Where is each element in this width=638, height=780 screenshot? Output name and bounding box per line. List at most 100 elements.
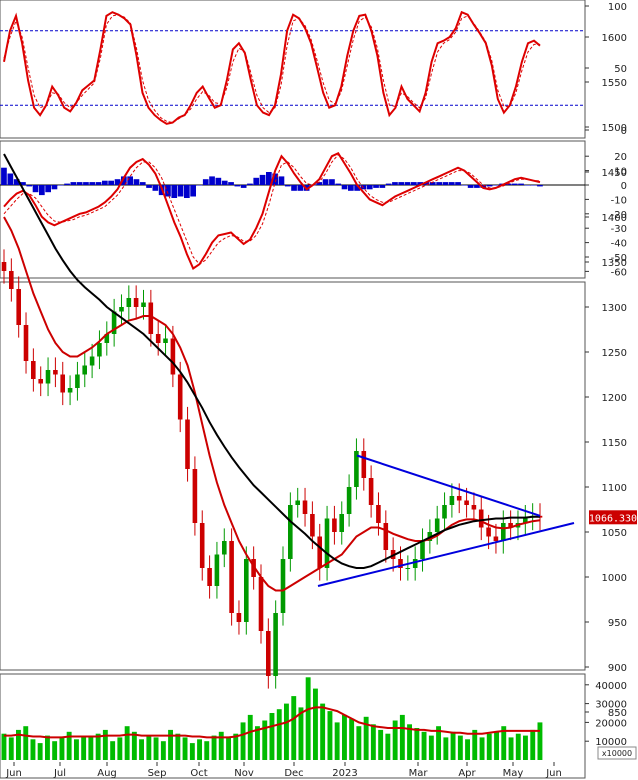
price-candle-body <box>126 298 132 307</box>
price-candle-body <box>471 505 477 510</box>
macd-histogram-bar <box>278 176 285 185</box>
price-candle-body <box>155 334 161 343</box>
y-tick-label: 1300 <box>602 303 627 314</box>
macd-histogram-bar <box>253 177 260 185</box>
volume-bar <box>218 731 224 760</box>
price-candle-body <box>244 559 249 622</box>
macd-histogram-bar <box>354 185 360 191</box>
macd-histogram-bar <box>64 183 70 185</box>
volume-bar <box>153 737 159 760</box>
volume-bar <box>102 729 108 760</box>
volume-bar <box>465 739 470 760</box>
macd-line <box>3 152 541 271</box>
macd-histogram-bar <box>524 185 531 186</box>
volume-bar <box>407 724 412 760</box>
x-tick-label: Mar <box>409 768 429 779</box>
price-candle-body <box>222 541 227 555</box>
price-candle-body <box>346 487 352 514</box>
volume-bar <box>16 729 21 760</box>
price-candle-body <box>53 370 58 375</box>
price-candle-body <box>192 469 198 523</box>
price-ma-long-line <box>3 153 540 569</box>
price-candle-body <box>45 370 51 384</box>
volume-bar <box>182 737 188 760</box>
volume-bar <box>23 726 29 760</box>
y-tick-label: 40000 <box>595 681 627 692</box>
price-candle-body <box>9 271 14 289</box>
price-candle-body <box>273 613 278 676</box>
price-candle-body <box>361 451 367 478</box>
macd-histogram-bar <box>442 182 449 185</box>
macd-histogram-bar <box>221 180 228 185</box>
price-candle-body <box>412 559 418 568</box>
price-candle-body <box>31 361 36 379</box>
macd-signal-line <box>3 154 540 265</box>
x-tick-label: Oct <box>190 768 207 779</box>
volume-bar <box>175 733 181 760</box>
macd-histogram-bar <box>461 185 468 186</box>
volume-bar <box>457 735 463 760</box>
price-candle-body <box>464 500 469 505</box>
price-candle-body <box>398 559 403 568</box>
price-candle-body <box>119 307 124 312</box>
macd-histogram-bar <box>411 182 417 185</box>
macd-histogram-bar <box>177 185 184 197</box>
macd-histogram-bar <box>379 185 386 188</box>
volume-bar <box>443 737 449 760</box>
macd-histogram-bar <box>385 183 392 185</box>
volume-bar <box>95 733 101 760</box>
volume-bar <box>450 731 456 760</box>
x-tick-label: Jun <box>5 768 22 779</box>
y-tick-label: 1250 <box>602 348 627 359</box>
y-tick-label: 10000 <box>595 737 627 748</box>
volume-bar <box>320 703 326 760</box>
x-tick-label: May <box>503 768 524 779</box>
macd-histogram-bar <box>247 183 253 185</box>
price-candle-body <box>97 343 102 357</box>
chart-panels <box>0 0 586 779</box>
macd-histogram-bar <box>259 174 266 185</box>
y-tick-label: 950 <box>608 618 627 629</box>
y-tick-label: 0 <box>621 126 627 137</box>
macd-histogram-bar <box>297 185 304 191</box>
y-tick-label: 1550 <box>602 78 627 89</box>
volume-bar <box>342 714 347 760</box>
y-tick-label: 1500 <box>602 123 627 134</box>
volume-bar <box>146 735 152 760</box>
y-tick-label: 1200 <box>602 393 627 404</box>
chart-axes: 10050020100-10-20-30-40-50-6016001550150… <box>5 2 637 779</box>
y-tick-label: 1450 <box>602 168 627 179</box>
chart-marks <box>0 10 585 760</box>
price-candle-body <box>332 518 337 532</box>
macd-histogram-bar <box>486 185 493 187</box>
price-candle-body <box>280 559 286 613</box>
y-tick-label: 1050 <box>602 528 627 539</box>
volume-bar <box>37 743 43 760</box>
volume-bar <box>45 735 50 760</box>
macd-histogram-bar <box>95 182 102 185</box>
macd-histogram-bar <box>272 173 278 185</box>
volume-bar <box>139 739 144 760</box>
macd-histogram-bar <box>329 179 335 185</box>
volume-bar <box>269 713 275 760</box>
volume-bar <box>74 739 79 760</box>
macd-histogram-bar <box>423 182 430 185</box>
macd-histogram-bar <box>26 185 33 187</box>
price-candle-body <box>383 523 389 550</box>
macd-histogram-bar <box>190 185 196 197</box>
volume-bar <box>30 739 36 760</box>
volume-unit-label: x10000 <box>602 749 632 758</box>
y-tick-label: 850 <box>608 708 627 719</box>
volume-bar <box>515 733 521 760</box>
volume-bar <box>189 743 195 760</box>
price-candle-body <box>251 559 256 577</box>
macd-histogram-bar <box>20 182 26 185</box>
macd-histogram-bar <box>348 185 354 191</box>
volume-bar <box>110 741 116 760</box>
price-candle-body <box>258 577 264 631</box>
macd-histogram-bar <box>39 185 45 196</box>
macd-histogram-bar <box>89 182 96 185</box>
macd-histogram-bar <box>165 185 171 197</box>
price-candle-body <box>420 541 425 559</box>
